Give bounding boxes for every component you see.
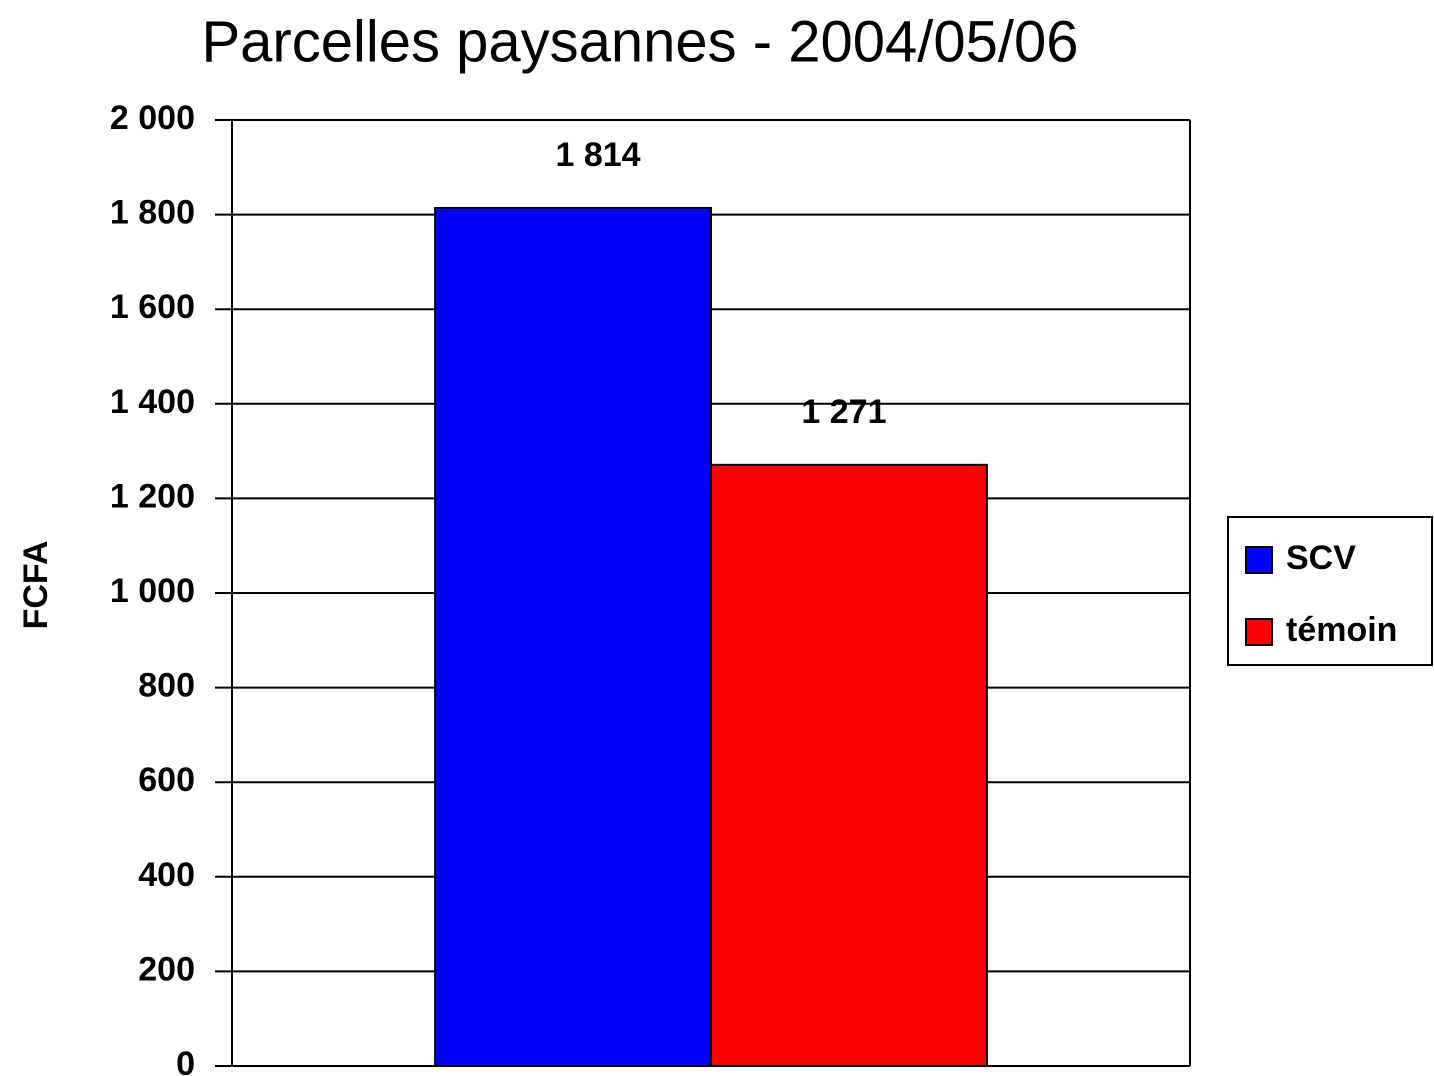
y-tick-label: 0 (176, 1045, 195, 1076)
value-label: 1 271 (801, 393, 886, 431)
y-tick-label: 1 800 (110, 194, 195, 232)
y-tick-label: 200 (138, 950, 195, 988)
bar (710, 463, 988, 1067)
legend-label: SCV (1286, 539, 1356, 577)
y-tick-label: 1 600 (110, 288, 195, 326)
legend-swatch (1245, 618, 1273, 646)
y-tick-label: 800 (138, 667, 195, 705)
value-label: 1 814 (556, 136, 641, 174)
legend-swatch (1245, 546, 1273, 574)
y-axis-label: FCFA (17, 541, 55, 630)
y-tick-label: 1 000 (110, 572, 195, 610)
legend-label: témoin (1286, 611, 1397, 649)
chart-title: Parcelles paysannes - 2004/05/06 (201, 9, 1078, 74)
y-tick-label: 1 400 (110, 383, 195, 421)
y-tick-label: 400 (138, 856, 195, 894)
y-tick-label: 1 200 (110, 477, 195, 515)
y-tick-label: 600 (138, 761, 195, 799)
y-tick-label: 2 000 (110, 99, 195, 137)
bar (434, 206, 712, 1067)
